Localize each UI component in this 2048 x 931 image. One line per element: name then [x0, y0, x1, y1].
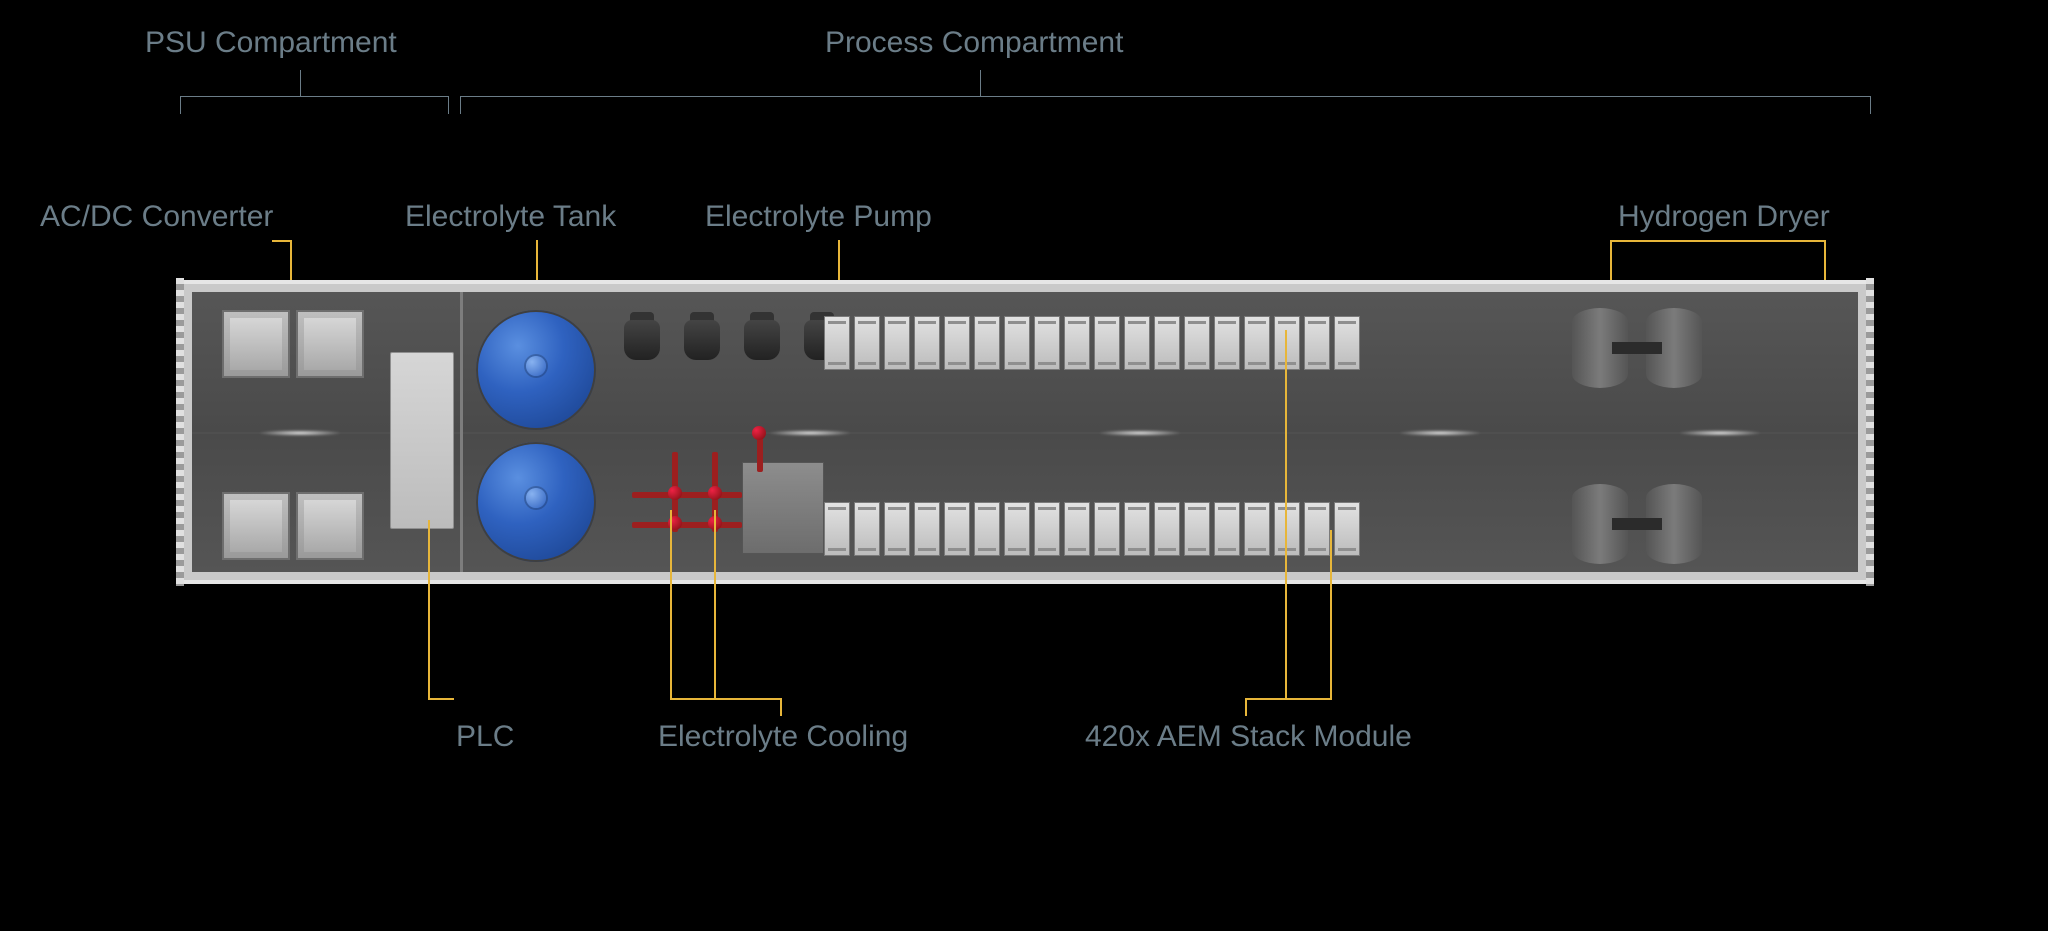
aem-stack	[1034, 316, 1060, 370]
psu-compartment-label: PSU Compartment	[145, 26, 397, 60]
aem-stack	[884, 502, 910, 556]
aem-stack	[1214, 316, 1240, 370]
aem-stack	[1184, 502, 1210, 556]
acdc-label: AC/DC Converter	[40, 200, 273, 234]
electrolyte-tank	[476, 310, 596, 430]
container	[180, 280, 1870, 584]
floor-light	[1680, 430, 1760, 436]
aem-stack	[1124, 502, 1150, 556]
cooling-leader-vend	[780, 698, 782, 716]
cooling-leader-v1	[670, 510, 672, 700]
diagram-stage: PSU Compartment Process Compartment AC/D…	[0, 0, 2048, 931]
aem-stack	[1004, 502, 1030, 556]
process-compartment-label: Process Compartment	[825, 26, 1123, 60]
compartment-divider	[460, 292, 463, 572]
aem-stack	[914, 316, 940, 370]
aem-stack	[1214, 502, 1240, 556]
electrolyte-pump	[738, 312, 786, 366]
psu-bracket-r	[448, 96, 449, 114]
plc-cabinet	[390, 352, 454, 529]
acdc-box	[222, 492, 290, 560]
psu-bracket-h	[180, 96, 448, 97]
stack-row-top	[824, 316, 1360, 370]
stack-row-bottom	[824, 502, 1360, 556]
process-bracket-up	[980, 70, 981, 96]
aem-stack	[1094, 316, 1120, 370]
stacks-leader-v2	[1330, 530, 1332, 700]
electrolyte-cooling	[632, 442, 812, 562]
aem-stack	[1334, 316, 1360, 370]
floor-light	[260, 430, 340, 436]
aem-stack	[1064, 316, 1090, 370]
aem-stack	[914, 502, 940, 556]
aem-stack	[1304, 502, 1330, 556]
hydrogen-dryer	[1572, 484, 1702, 564]
aem-stack	[1244, 502, 1270, 556]
acdc-box	[222, 310, 290, 378]
aem-stack	[1274, 502, 1300, 556]
aem-stack	[1244, 316, 1270, 370]
cooling-leader-h	[670, 698, 782, 700]
aem-stack	[974, 502, 1000, 556]
psu-bracket-up	[300, 70, 301, 96]
process-bracket-l	[460, 96, 461, 114]
aem-stack	[974, 316, 1000, 370]
aem-stack	[1274, 316, 1300, 370]
plc-label: PLC	[456, 720, 514, 754]
dryer-leader-h	[1610, 240, 1826, 242]
aem-stack	[1154, 316, 1180, 370]
floor-light	[1400, 430, 1480, 436]
aem-stack	[1004, 316, 1030, 370]
pump-label: Electrolyte Pump	[705, 200, 932, 234]
hydrogen-dryer	[1572, 308, 1702, 388]
aem-stack	[824, 502, 850, 556]
container-floor	[192, 292, 1858, 572]
acdc-leader-h	[272, 240, 292, 242]
aem-stack	[1304, 316, 1330, 370]
electrolyte-pump	[618, 312, 666, 366]
process-bracket-h	[460, 96, 1870, 97]
aem-stack	[1034, 502, 1060, 556]
electrolyte-tank	[476, 442, 596, 562]
aem-stack	[1154, 502, 1180, 556]
stacks-leader-vend	[1245, 698, 1247, 716]
dryer-label: Hydrogen Dryer	[1618, 200, 1830, 234]
tank-label: Electrolyte Tank	[405, 200, 616, 234]
stacks-leader-h	[1245, 698, 1332, 700]
aem-stack	[1334, 502, 1360, 556]
plc-leader-h	[428, 698, 454, 700]
process-bracket-r	[1870, 96, 1871, 114]
aem-stack	[1064, 502, 1090, 556]
aem-stack	[1184, 316, 1210, 370]
aem-stack	[854, 502, 880, 556]
aem-stack	[944, 316, 970, 370]
container-left-ribs	[176, 278, 184, 586]
aem-stack	[884, 316, 910, 370]
container-right-ribs	[1866, 278, 1874, 586]
acdc-box	[296, 310, 364, 378]
aem-stack	[854, 316, 880, 370]
aem-stack	[824, 316, 850, 370]
floor-light	[1100, 430, 1180, 436]
aem-stack	[1094, 502, 1120, 556]
aem-stack	[1124, 316, 1150, 370]
stacks-label: 420x AEM Stack Module	[1085, 720, 1412, 754]
aem-stack	[944, 502, 970, 556]
electrolyte-pump	[678, 312, 726, 366]
plc-leader-v	[428, 520, 430, 698]
cooling-label: Electrolyte Cooling	[658, 720, 908, 754]
psu-bracket-l	[180, 96, 181, 114]
floor-light	[770, 430, 850, 436]
cooling-leader-v2	[714, 510, 716, 700]
acdc-box	[296, 492, 364, 560]
stacks-leader-v1	[1285, 330, 1287, 700]
